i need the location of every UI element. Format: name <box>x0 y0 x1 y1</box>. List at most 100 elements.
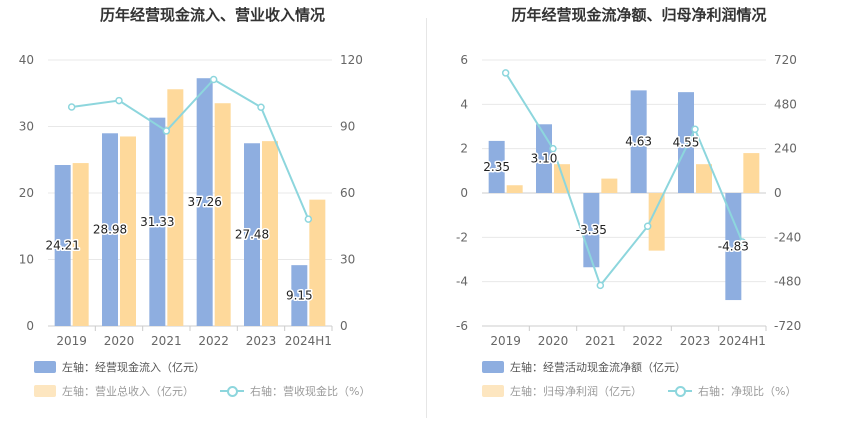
x-tick-label: 2020 <box>104 334 135 348</box>
bar-series-1 <box>291 265 308 326</box>
y-tick-label-left: 6 <box>460 53 468 67</box>
line-point <box>596 281 605 290</box>
bar-series-2 <box>506 185 523 193</box>
legend-swatch-orange <box>482 385 504 397</box>
legend-item-net-profit[interactable]: 左轴：归母净利润（亿元） <box>482 383 642 399</box>
legend-item-cash-inflow[interactable]: 左轴：经营现金流入（亿元） <box>34 359 205 375</box>
bar-series-2 <box>743 153 760 193</box>
bar-series-2 <box>72 163 89 326</box>
legend-swatch-line <box>668 385 692 397</box>
line-point <box>549 144 557 153</box>
legend-swatch-line <box>220 385 244 397</box>
y-tick-label-left: 0 <box>460 186 468 200</box>
legend-swatch-orange <box>34 385 56 397</box>
legend-label: 左轴：经营活动现金流净额（亿元） <box>510 361 686 374</box>
y-tick-label-left: 10 <box>19 253 34 267</box>
x-tick-label: 2024H1 <box>719 334 766 348</box>
x-tick-label: 2020 <box>538 334 569 348</box>
legend-item-net-cash-ratio[interactable]: 右轴：净现比（%） <box>668 383 796 399</box>
line-point <box>738 238 747 246</box>
bar-data-label: 4.55 <box>673 136 700 150</box>
panel-divider <box>426 18 427 418</box>
bar-data-label: 9.15 <box>286 289 313 303</box>
y-tick-label-right: -720 <box>774 319 801 333</box>
x-tick-label: 2021 <box>585 334 616 348</box>
legend-item-revenue[interactable]: 左轴：营业总收入（亿元） <box>34 383 194 399</box>
bar-data-label: -4.83 <box>718 240 749 254</box>
line-point <box>691 125 699 134</box>
chart-title-right: 历年经营现金流净额、归母净利润情况 <box>511 6 767 24</box>
legend-label: 左轴：归母净利润（亿元） <box>510 385 642 398</box>
y-tick-label-right: 240 <box>774 142 797 156</box>
line-point <box>115 96 123 105</box>
bar-series-1 <box>725 193 742 301</box>
y-tick-label-right: -480 <box>774 275 801 289</box>
x-tick-label: 2022 <box>198 334 229 348</box>
bar-series-2 <box>601 178 618 193</box>
legend-label: 左轴：经营现金流入（亿元） <box>62 361 205 374</box>
bar-data-label: 2.35 <box>483 160 510 174</box>
bar-data-label: 31.33 <box>140 215 174 229</box>
y-tick-label-left: -4 <box>456 275 468 289</box>
y-tick-label-right: 30 <box>340 253 355 267</box>
line-point <box>257 103 265 111</box>
chart-left: 0 10 20 30 40 0 30 60 90 120 2019 2020 2021 2022 2023 2… <box>19 53 363 348</box>
legend-swatch-blue <box>482 361 504 373</box>
y-tick-label-right: 60 <box>340 186 355 200</box>
bar-data-label: -3.35 <box>576 223 607 237</box>
bar-series-1 <box>149 117 166 326</box>
line-point <box>501 69 510 77</box>
bar-data-label: 24.21 <box>45 239 79 253</box>
legend-item-net-cash-flow[interactable]: 左轴：经营活动现金流净额（亿元） <box>482 359 686 375</box>
bar-series-1 <box>196 78 213 326</box>
y-tick-label-right: -240 <box>774 230 801 244</box>
legend-label: 左轴：营业总收入（亿元） <box>62 385 194 398</box>
bar-data-label: 4.63 <box>625 135 652 149</box>
chart-title-left: 历年经营现金流入、营业收入情况 <box>99 6 325 24</box>
y-tick-label-right: 0 <box>340 319 348 333</box>
y-tick-label-left: -2 <box>456 230 468 244</box>
bar-series-2 <box>262 141 278 326</box>
x-tick-label: 2019 <box>56 334 87 348</box>
bar-series-1 <box>630 90 647 193</box>
line-point <box>643 222 652 230</box>
line-series <box>504 72 744 288</box>
bar-series-2 <box>309 199 326 326</box>
bar-series-2 <box>214 103 231 326</box>
bar-series-1 <box>244 143 260 326</box>
line-point <box>67 103 76 111</box>
x-tick-label: 2021 <box>151 334 182 348</box>
x-tick-label: 2022 <box>632 334 663 348</box>
x-tick-label: 2023 <box>246 334 277 348</box>
chart-right: -6 -4 -2 0 2 4 6 -720 -480 -240 0 240 480 720 2019 2020… <box>456 53 801 348</box>
bar-data-label: 27.48 <box>235 228 269 242</box>
x-tick-label: 2023 <box>680 334 711 348</box>
bar-series-2 <box>648 193 665 251</box>
bar-series-1 <box>488 140 505 193</box>
bar-data-label: 37.26 <box>187 195 221 209</box>
bar-series-1 <box>54 165 71 326</box>
y-tick-label-left: -6 <box>456 319 468 333</box>
y-tick-label-right: 90 <box>340 120 355 134</box>
chart-panel-left: 历年经营现金流入、营业收入情况 0 10 20 30 40 0 30 60 90 120 2019 2… <box>19 6 371 399</box>
y-tick-label-left: 4 <box>460 97 468 111</box>
y-tick-label-right: 0 <box>774 186 782 200</box>
y-tick-label-right: 480 <box>774 97 797 111</box>
bar-series-2 <box>120 136 136 326</box>
y-tick-label-left: 30 <box>19 120 34 134</box>
chart-panel-right: 历年经营现金流净额、归母净利润情况 -6 -4 -2 0 2 4 6 -720 -480 -240… <box>428 0 850 437</box>
y-tick-label-right: 120 <box>340 53 363 67</box>
bar-series-1 <box>102 133 118 326</box>
bar-data-label: 28.98 <box>93 223 127 237</box>
x-tick-label: 2024H1 <box>285 334 332 348</box>
legend-label: 右轴：营收现金比（%） <box>250 385 371 398</box>
bar-series-2 <box>167 89 184 326</box>
y-tick-label-left: 40 <box>19 53 34 67</box>
y-tick-label-left: 0 <box>26 319 34 333</box>
legend-label: 右轴：净现比（%） <box>698 385 797 398</box>
bar-series-1 <box>678 92 694 193</box>
legend-item-cash-ratio[interactable]: 右轴：营收现金比（%） <box>220 383 370 399</box>
line-point <box>304 215 313 223</box>
line-point <box>209 75 218 84</box>
line-point <box>162 127 171 135</box>
